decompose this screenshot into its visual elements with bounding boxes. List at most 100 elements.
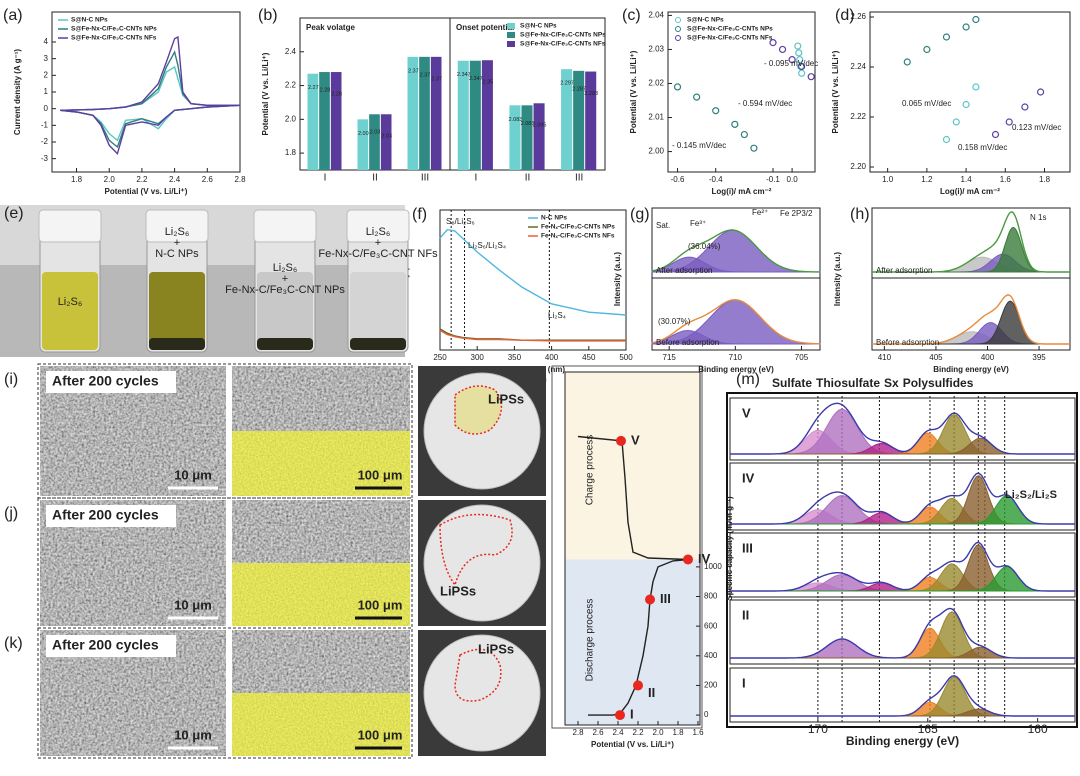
legend-label: Fe-Nₓ-C/Fe₃C-CNTs NFs — [541, 233, 615, 240]
x-tick-label: II — [525, 173, 531, 184]
annotation: S₈/Li₂S₆ — [446, 217, 475, 226]
vial-label: Fe-Nx-C/Fe₃C-CNT NFs — [318, 248, 438, 260]
vial-label: N-C NPs — [155, 248, 199, 260]
vial-label: + — [282, 273, 288, 285]
bar-value-label: 2.37 — [420, 72, 431, 78]
legend-label: Polysulfides — [903, 376, 974, 390]
y-tick-label: 4 — [44, 37, 49, 46]
scatter-point — [750, 144, 758, 152]
x-tick-label: 170 — [808, 722, 828, 736]
vial-cap — [38, 209, 102, 243]
fit-envelope — [872, 211, 1070, 273]
x-tick-label: 395 — [1032, 353, 1046, 362]
scale-label: 100 μm — [358, 467, 403, 482]
scatter-point — [991, 130, 1000, 139]
annotation: 0.158 mV/dec — [958, 143, 1007, 152]
vial-label: + — [375, 237, 381, 249]
plot-frame — [729, 599, 1076, 665]
scatter-point — [1021, 103, 1029, 111]
chart-title: III — [742, 540, 753, 555]
bar-value-label: 2.35 — [483, 80, 494, 86]
lipss-outline — [439, 513, 513, 587]
legend-label: N-C NPs — [541, 215, 567, 222]
annotation: Before adsorption — [876, 338, 939, 347]
x-tick-label: -0.6 — [671, 175, 685, 184]
legend-label: S@N-C NPs — [520, 23, 557, 30]
panel-letter: (e) — [4, 205, 24, 222]
separator-disc — [423, 504, 541, 622]
x-tick-label: 450 — [582, 353, 596, 362]
x-tick-label: 710 — [729, 353, 743, 362]
line-series — [577, 435, 689, 716]
y-axis-label: Current density (A g⁻¹) — [13, 49, 22, 135]
point-marker — [616, 435, 626, 446]
separator-disc — [423, 634, 541, 752]
banner: After 200 cycles — [52, 373, 159, 389]
plot-frame — [564, 371, 701, 726]
legend-label: S@Fe-Nx-C/Fe₃C-CNTs NFs — [71, 35, 157, 42]
plot-frame — [439, 209, 627, 351]
y-tick-label: 2.2 — [285, 81, 297, 90]
charge-region — [565, 372, 700, 560]
y-tick-label: 2.26 — [850, 12, 866, 21]
bar — [481, 60, 493, 170]
fit-envelope — [730, 674, 1075, 717]
annotation: - 0.594 mV/dec — [738, 99, 792, 108]
bar — [457, 60, 469, 170]
plot-frame — [869, 11, 1071, 173]
legend-label: S@Fe-Nx-C/Fe₃C-CNTs NPs — [687, 26, 773, 33]
annotation: Sat. — [656, 221, 670, 230]
bar — [380, 114, 392, 170]
bar-value-label: 2.37 — [431, 76, 442, 82]
bar — [357, 119, 369, 170]
bar — [330, 72, 342, 170]
scatter-point — [1005, 118, 1013, 126]
x-tick-label: 350 — [508, 353, 522, 362]
x-tick-label: 2.8 — [572, 728, 584, 737]
annotation: (36.04%) — [688, 242, 721, 251]
x-tick-label: 2.6 — [202, 175, 214, 184]
y-tick-label: 2.02 — [648, 79, 664, 88]
point-marker — [645, 594, 655, 605]
bar — [509, 105, 521, 170]
point-label: V — [631, 432, 640, 447]
vial-label: Fe-Nx-C/Fe₃C-CNT NPs — [225, 284, 345, 296]
bar — [430, 56, 442, 170]
y-tick-label: 2.01 — [648, 113, 664, 122]
legend-swatch — [507, 41, 515, 47]
line-series — [439, 228, 627, 316]
bar-value-label: 2.347 — [469, 76, 483, 82]
panel-letter: (i) — [4, 371, 18, 388]
x-tick-label: -0.4 — [709, 175, 723, 184]
y-axis-label: Potential (V vs. Li/Li⁺) — [629, 50, 638, 133]
x-tick-label: 715 — [663, 353, 677, 362]
scatter-point — [942, 33, 951, 41]
y-tick-label: 1 — [44, 87, 49, 96]
y-tick-label: 1.8 — [285, 148, 297, 157]
annotation: Discharge process — [585, 599, 596, 682]
y-tick-label: 400 — [704, 651, 718, 660]
discharge-region — [565, 559, 700, 725]
bar-value-label: 2.283 — [584, 91, 598, 97]
legend-label: S@Fe-Nx-C/Fe₃C-CNTs NFs — [687, 35, 773, 42]
annotation: N 1s — [1030, 213, 1046, 222]
y-tick-label: 2 — [44, 70, 49, 79]
vial-sediment — [257, 338, 313, 350]
chart-title: I — [742, 675, 746, 690]
legend-marker — [675, 17, 681, 23]
bar-value-label: 2.28 — [331, 91, 342, 97]
fit-envelope — [651, 229, 820, 273]
x-tick-label: 165 — [918, 722, 938, 736]
x-tick-label: 2.0 — [104, 175, 116, 184]
point-label: II — [648, 685, 655, 700]
y-tick-label: 2.4 — [285, 47, 297, 56]
point-label: III — [660, 591, 671, 606]
panel-letter: (a) — [3, 7, 23, 24]
x-axis-label: Binding energy (eV) — [698, 365, 774, 374]
panel-letter: (d) — [835, 7, 855, 24]
bar — [573, 70, 585, 170]
x-tick-label: 1.6 — [1000, 175, 1012, 184]
panel-letter: (g) — [630, 206, 650, 223]
